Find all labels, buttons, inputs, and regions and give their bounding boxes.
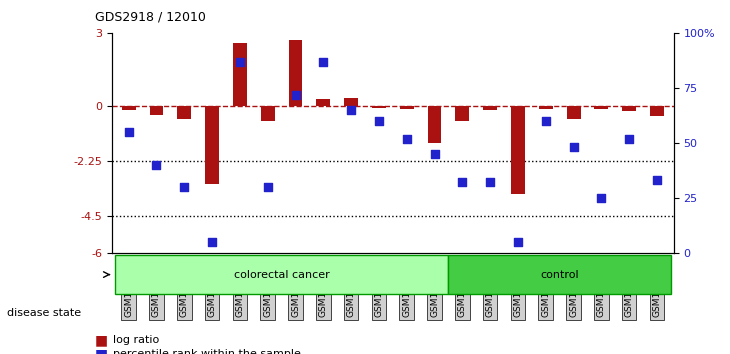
Bar <box>400 106 414 109</box>
Point <box>123 129 134 135</box>
Point <box>540 118 552 124</box>
Point <box>429 151 440 157</box>
Point <box>318 59 329 64</box>
Text: disease state: disease state <box>7 308 82 318</box>
Text: percentile rank within the sample: percentile rank within the sample <box>113 349 301 354</box>
Point <box>178 184 190 190</box>
Bar <box>539 106 553 109</box>
Bar <box>122 106 136 110</box>
Point <box>345 107 357 113</box>
Bar <box>150 106 164 115</box>
Bar <box>177 106 191 119</box>
FancyBboxPatch shape <box>115 255 448 294</box>
Bar <box>650 106 664 116</box>
Point <box>150 162 162 168</box>
Bar <box>566 106 580 119</box>
Point <box>484 179 496 185</box>
Bar <box>344 98 358 106</box>
Bar <box>428 106 442 143</box>
Point <box>623 136 635 141</box>
Bar <box>288 40 302 106</box>
Point <box>456 179 468 185</box>
Point <box>596 195 607 201</box>
Text: ■: ■ <box>95 347 108 354</box>
FancyBboxPatch shape <box>448 255 671 294</box>
Point <box>512 239 524 245</box>
Point <box>290 92 301 97</box>
Bar <box>511 106 525 194</box>
Text: log ratio: log ratio <box>113 335 159 345</box>
Bar <box>233 43 247 106</box>
Bar <box>205 106 219 184</box>
Point <box>568 144 580 150</box>
Bar <box>483 106 497 110</box>
Text: control: control <box>540 270 579 280</box>
Point <box>262 184 274 190</box>
Point <box>401 136 412 141</box>
Text: colorectal cancer: colorectal cancer <box>234 270 329 280</box>
Point <box>234 59 246 64</box>
Bar <box>261 106 274 121</box>
Point <box>651 177 663 183</box>
Bar <box>622 106 636 111</box>
Bar <box>456 106 469 121</box>
Text: GDS2918 / 12010: GDS2918 / 12010 <box>95 11 206 24</box>
Point <box>207 239 218 245</box>
Bar <box>372 106 386 108</box>
Text: ■: ■ <box>95 333 108 347</box>
Point <box>373 118 385 124</box>
Bar <box>594 106 608 109</box>
Bar <box>316 99 330 106</box>
